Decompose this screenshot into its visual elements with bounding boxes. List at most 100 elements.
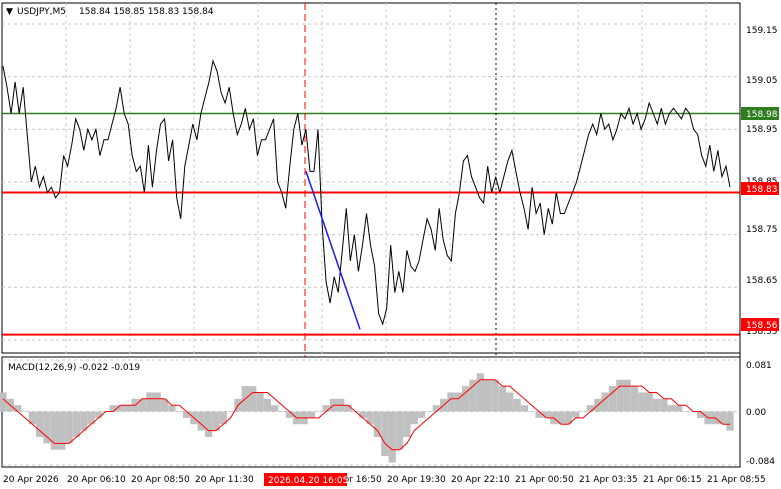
dropdown-arrow-icon[interactable]: ▼: [6, 7, 13, 17]
macd-bar: [65, 411, 73, 444]
macd-bar: [359, 411, 367, 418]
macd-bar: [307, 411, 316, 418]
macd-bar: [491, 379, 499, 412]
time-axis: 20 Apr 2026 20 Apr 06:10 20 Apr 08:50 20…: [3, 475, 766, 485]
macd-bar: [388, 411, 396, 463]
time-tick: 20 Apr 11:30: [195, 475, 254, 485]
macd-bar: [410, 411, 418, 425]
macd-bar: [50, 411, 59, 450]
macd-title: MACD(12,26,9) -0.022 -0.019: [8, 363, 140, 373]
svg-text:158.56: 158.56: [746, 321, 778, 331]
macd-bar: [623, 379, 631, 412]
macd-bar: [674, 405, 683, 412]
macd-bar: [557, 411, 565, 425]
macd-scale-tick: 0.081: [746, 361, 772, 371]
price-tick: 158.75: [746, 225, 778, 235]
macd-bar: [36, 411, 44, 437]
macd-bar: [278, 411, 286, 413]
macd-bar: [645, 392, 653, 412]
ohlc-label: 158.84 158.85 158.83 158.84: [79, 7, 214, 17]
macd-bar: [601, 392, 609, 412]
macd-bar: [564, 411, 573, 425]
macd-bar: [212, 411, 220, 431]
price-tick: 159.15: [746, 26, 778, 36]
macd-bar: [696, 411, 705, 418]
macd-bar: [484, 379, 492, 412]
support-resistance-levels: [2, 112, 740, 336]
price-tick: 159.05: [746, 76, 778, 86]
time-tick: 21 Apr 03:35: [579, 475, 638, 485]
macd-bar: [14, 405, 22, 412]
macd-bar: [506, 392, 514, 412]
macd-bar: [182, 411, 191, 418]
macd-bar: [204, 411, 213, 437]
price-line: [2, 59, 731, 326]
macd-bar: [454, 392, 462, 412]
macd-bar: [638, 392, 646, 412]
level-tag-red-lower: 158.56: [741, 318, 779, 331]
macd-bar: [153, 392, 161, 412]
svg-text:158.98: 158.98: [746, 110, 778, 120]
macd-bar: [160, 398, 169, 412]
macd-bar: [630, 386, 639, 412]
macd-bar: [58, 411, 66, 450]
macd-bar: [315, 411, 323, 413]
price-tick: 158.65: [746, 276, 778, 286]
time-tick: 21 Apr 08:55: [707, 475, 766, 485]
macd-bar: [395, 411, 404, 450]
macd-bar: [197, 411, 205, 431]
macd-bar: [344, 405, 352, 412]
level-tag-green: 158.98: [741, 107, 779, 120]
cursor-time-tag: 2026.04.20 16:05: [264, 473, 348, 486]
macd-bar: [608, 386, 617, 412]
time-tick: 21 Apr 06:15: [643, 475, 702, 485]
level-tag-red-upper: 158.83: [741, 182, 779, 195]
svg-text:2026.04.20 16:05: 2026.04.20 16:05: [268, 476, 348, 486]
macd-bar: [579, 411, 587, 413]
macd-bar: [219, 411, 227, 425]
macd-bar: [168, 405, 176, 412]
time-tick: 20 Apr 22:10: [451, 475, 510, 485]
price-pane[interactable]: [1, 2, 741, 354]
time-tick: 20 Apr 06:10: [67, 475, 126, 485]
macd-bar: [0, 392, 7, 412]
macd-bar: [535, 411, 543, 418]
macd-bar: [403, 411, 411, 437]
macd-bar: [719, 411, 727, 425]
macd-bar: [513, 398, 521, 412]
trend-line[interactable]: [305, 171, 361, 330]
macd-bar: [373, 411, 382, 437]
time-tick: 20 Apr 19:30: [387, 475, 446, 485]
macd-bar: [417, 411, 426, 418]
macd-bar: [21, 411, 29, 413]
time-tick: 20 Apr 16:50: [323, 475, 382, 485]
macd-bar: [381, 411, 389, 457]
macd-scale-tick: -0.084: [746, 457, 775, 467]
macd-bar: [652, 398, 661, 412]
macd-bar: [469, 379, 477, 412]
macd-bar: [425, 411, 433, 413]
macd-bar: [528, 411, 536, 413]
macd-bar: [256, 392, 264, 412]
macd-bar: [249, 386, 257, 412]
price-axis: 159.15 159.05 158.95 158.75 158.65 158.5…: [739, 3, 778, 467]
macd-bar: [109, 405, 117, 412]
macd-bar: [462, 386, 470, 412]
macd-bar: [43, 411, 51, 444]
macd-bar: [124, 405, 132, 412]
macd-bar: [476, 373, 484, 412]
time-tick: 20 Apr 08:50: [131, 475, 190, 485]
macd-bar: [498, 386, 506, 412]
macd-bar: [322, 405, 330, 412]
time-tick: 21 Apr 00:50: [515, 475, 574, 485]
price-tick: 158.95: [746, 125, 778, 135]
macd-bar: [520, 405, 529, 412]
time-tick: 20 Apr 2026: [3, 475, 59, 485]
macd-bar: [660, 398, 668, 412]
price-tick: 158.55: [746, 327, 778, 337]
macd-bar: [447, 392, 455, 412]
macd-bar: [667, 405, 675, 412]
macd-bar: [138, 398, 147, 412]
macd-bar: [72, 411, 81, 437]
